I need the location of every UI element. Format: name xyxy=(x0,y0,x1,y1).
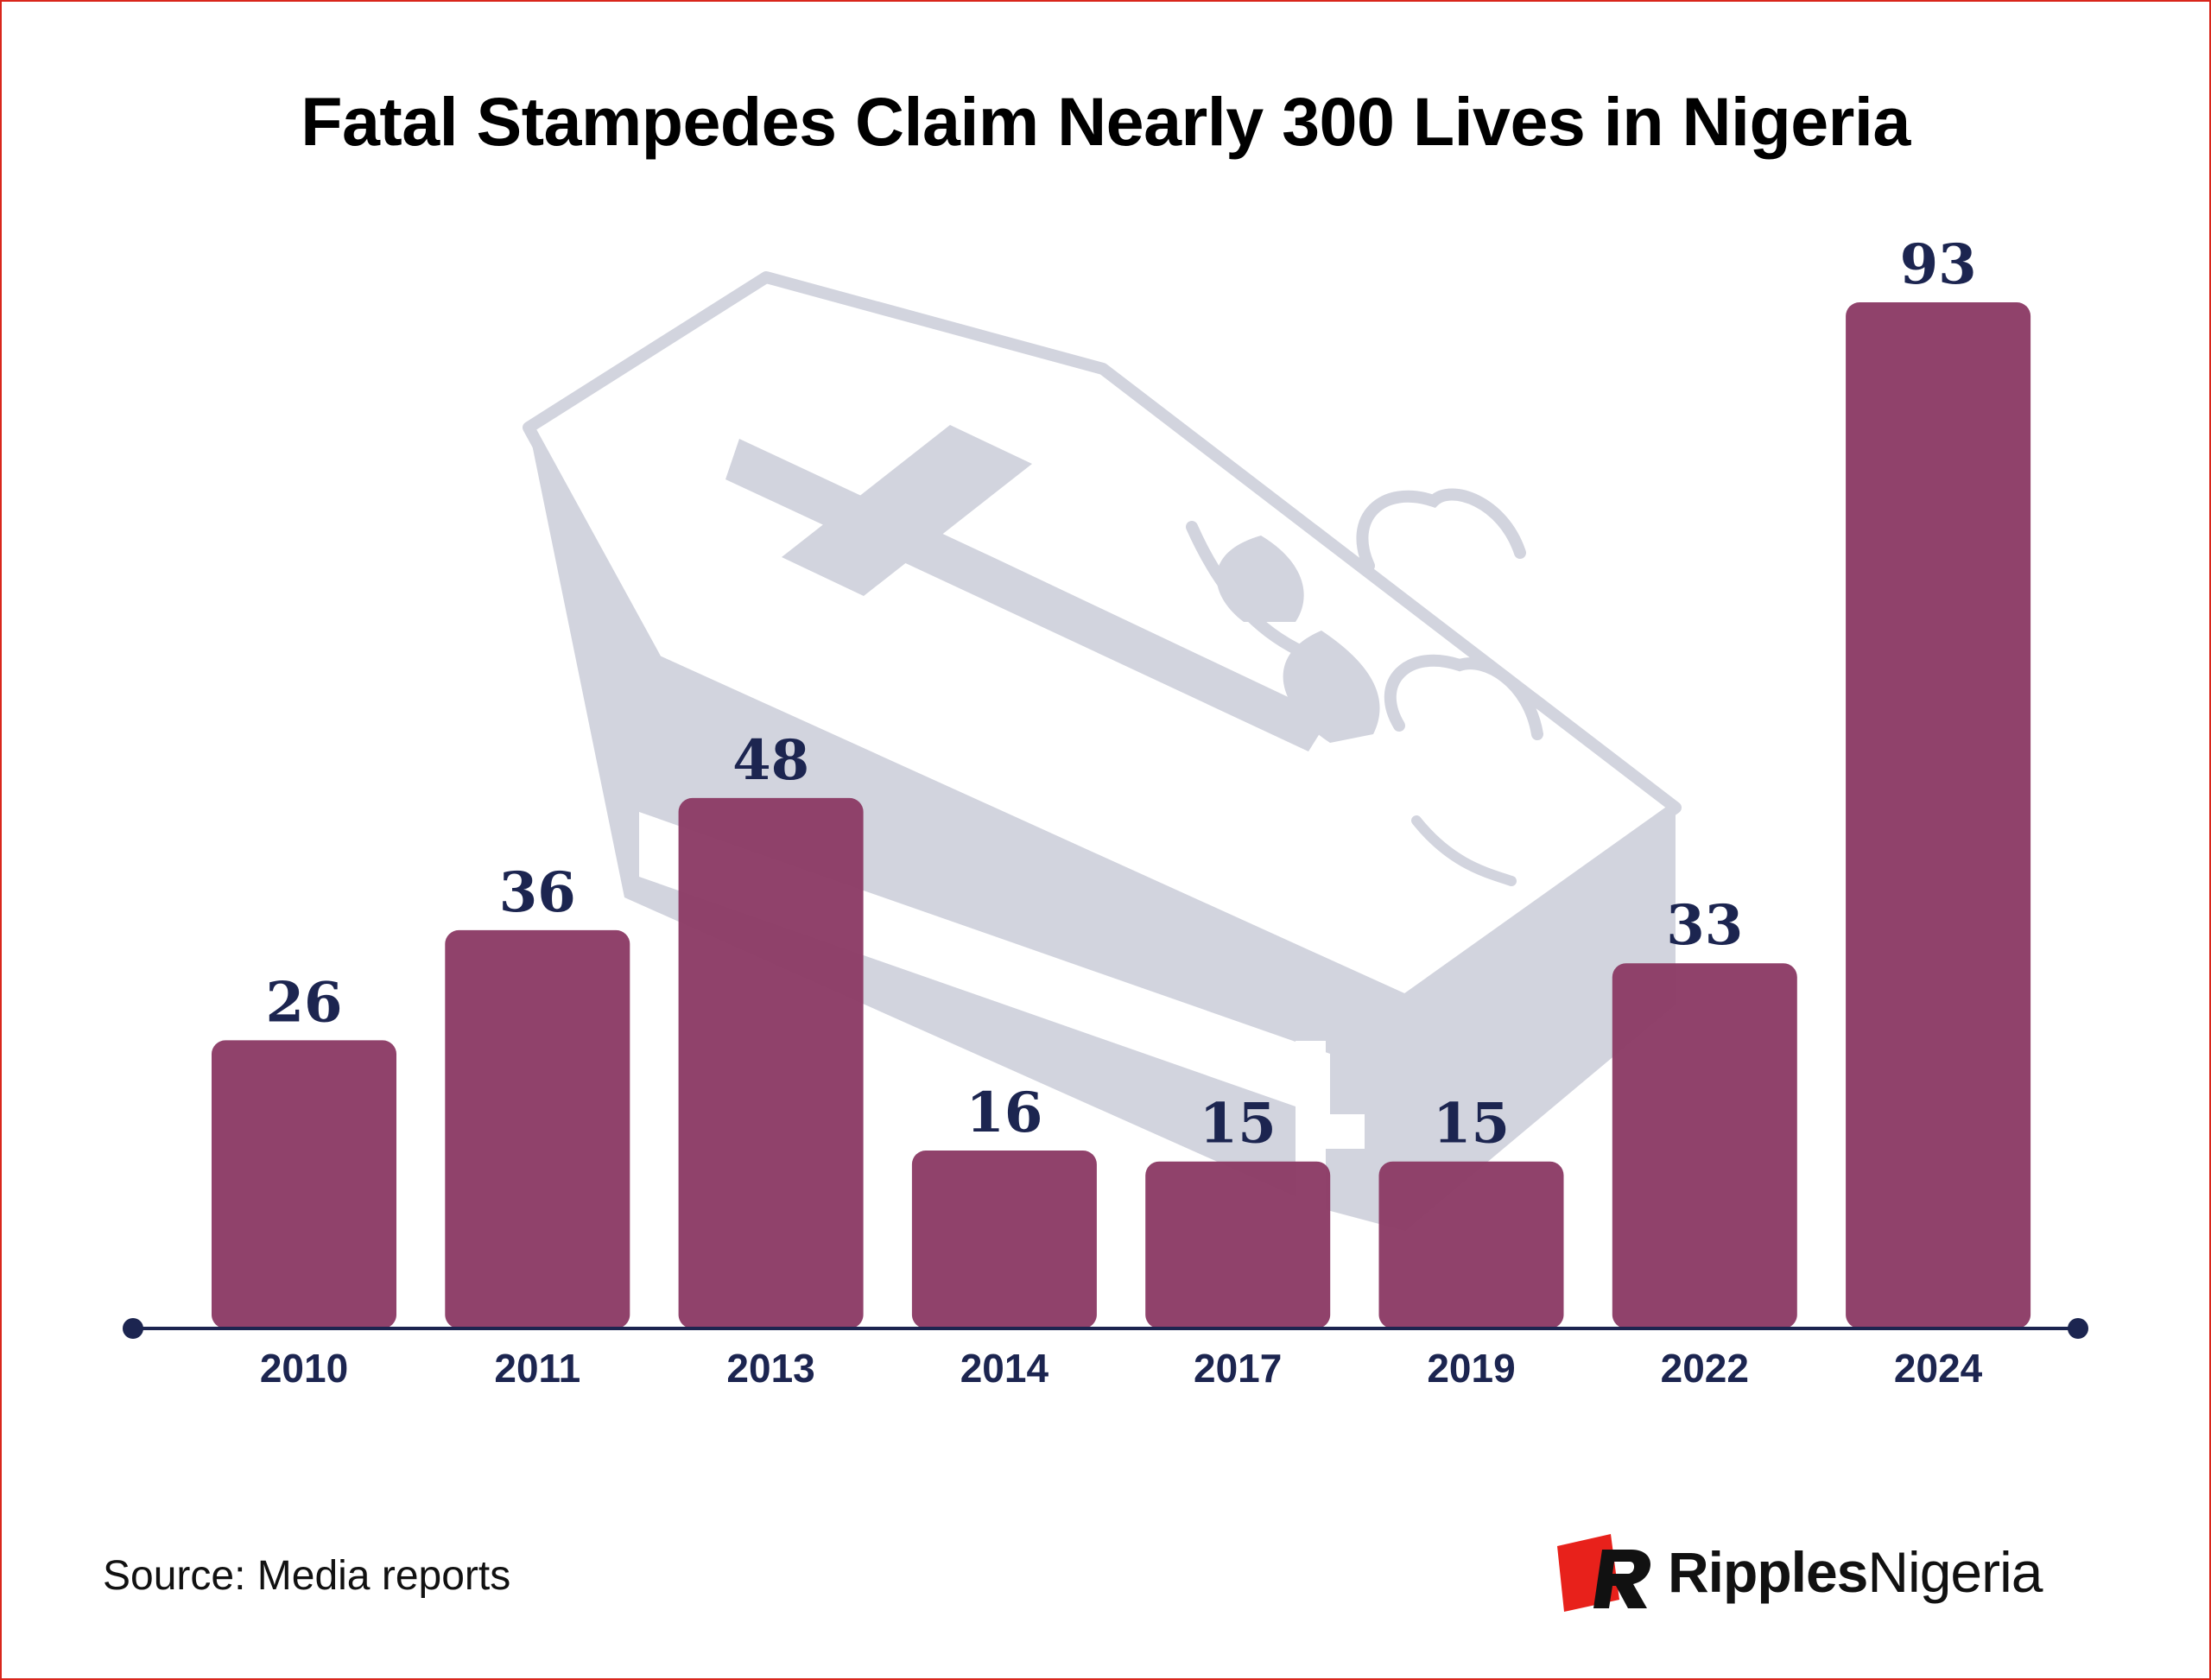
page-title: Fatal Stampedes Claim Nearly 300 Lives i… xyxy=(301,83,1910,160)
tick-label-2013: 2013 xyxy=(726,1346,814,1391)
value-label-2019: 15 xyxy=(1433,1092,1510,1157)
tick-label-2010: 2010 xyxy=(260,1346,348,1391)
value-label-2013: 48 xyxy=(732,728,809,793)
bar-2019 xyxy=(1378,1161,1564,1328)
tick-label-2011: 2011 xyxy=(494,1346,580,1391)
x-axis-start-dot xyxy=(123,1318,143,1339)
ripples-logo-mark-icon xyxy=(1557,1534,1650,1612)
bar-2022 xyxy=(1612,963,1797,1328)
brand-logo: RipplesNigeria xyxy=(1557,1529,2043,1615)
x-axis-end-dot xyxy=(2068,1318,2088,1339)
tick-label-2024: 2024 xyxy=(1894,1346,1983,1391)
bar-2013 xyxy=(678,797,864,1328)
tick-label-2022: 2022 xyxy=(1661,1346,1749,1391)
x-tick-labels: 2010 2011 2013 2014 2017 2019 2022 2024 xyxy=(260,1346,1983,1391)
value-label-2024: 93 xyxy=(1900,232,1977,297)
bar-2014 xyxy=(911,1151,1097,1328)
bar-2017 xyxy=(1145,1161,1331,1328)
coffin-with-cross-and-flower-icon xyxy=(523,271,1682,1231)
value-label-2022: 33 xyxy=(1666,893,1743,958)
value-labels: 26 36 48 16 15 15 33 93 xyxy=(265,232,1976,1157)
value-label-2014: 16 xyxy=(966,1081,1042,1145)
value-label-2011: 36 xyxy=(499,860,576,925)
bar-2010 xyxy=(212,1040,396,1328)
logo-word-ripples: Ripples xyxy=(1668,1540,1868,1604)
value-label-2017: 15 xyxy=(1200,1092,1277,1157)
bar-series xyxy=(212,302,2031,1328)
bar-2011 xyxy=(445,929,630,1328)
logo-word-nigeria: Nigeria xyxy=(1867,1540,2043,1604)
tick-label-2017: 2017 xyxy=(1194,1346,1282,1391)
source-note: Source: Media reports xyxy=(103,1553,511,1599)
value-label-2010: 26 xyxy=(265,970,342,1035)
tick-label-2019: 2019 xyxy=(1427,1346,1515,1391)
tick-label-2014: 2014 xyxy=(960,1346,1049,1391)
bar-2024 xyxy=(1846,302,2031,1328)
logo-wordmark: RipplesNigeria xyxy=(1668,1539,2043,1605)
